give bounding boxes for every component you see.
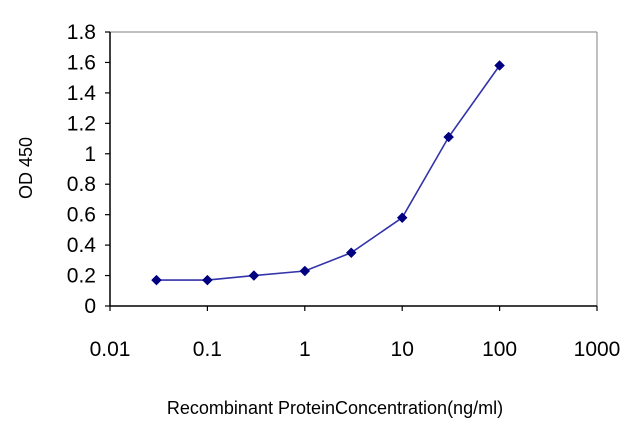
y-tick-label: 1.8 (67, 21, 96, 44)
data-point-marker (494, 60, 505, 71)
data-point-marker (299, 265, 311, 277)
series-line (156, 65, 501, 281)
data-point-marker (443, 131, 455, 143)
x-tick-label: 1 (299, 338, 311, 361)
plot-frame (109, 31, 598, 307)
y-tick-label: 0.2 (67, 265, 96, 288)
series-layer (151, 60, 505, 286)
y-axis-ticks: 0 0.2 0.4 0.6 0.8 1 1.2 1.4 1.6 1.8 (67, 21, 110, 318)
y-tick-label: 0.8 (67, 173, 96, 196)
data-point-marker (202, 274, 213, 286)
data-point-marker (345, 247, 357, 259)
x-tick-label: 100 (482, 338, 517, 361)
y-tick-label: 1 (84, 143, 96, 166)
y-axis-title: OD 450 (16, 137, 36, 199)
x-tick-label: 10 (391, 338, 414, 361)
x-tick-label: 1000 (574, 338, 621, 361)
x-tick-label: 0.1 (193, 338, 222, 361)
y-tick-label: 1.6 (67, 51, 96, 74)
y-tick-label: 0.6 (67, 204, 96, 227)
data-point-marker (396, 212, 408, 224)
y-tick-label: 0.4 (67, 234, 97, 257)
x-tick-label: 0.01 (90, 338, 131, 361)
y-tick-label: 0 (84, 295, 96, 318)
y-tick-label: 1.4 (67, 82, 97, 105)
y-tick-label: 1.2 (67, 112, 96, 135)
x-axis-ticks: 0.01 0.1 1 10 100 1000 (90, 306, 621, 361)
data-point-marker (151, 274, 162, 286)
x-axis-title: Recombinant ProteinConcentration(ng/ml) (167, 398, 503, 418)
data-point-marker (248, 270, 260, 281)
